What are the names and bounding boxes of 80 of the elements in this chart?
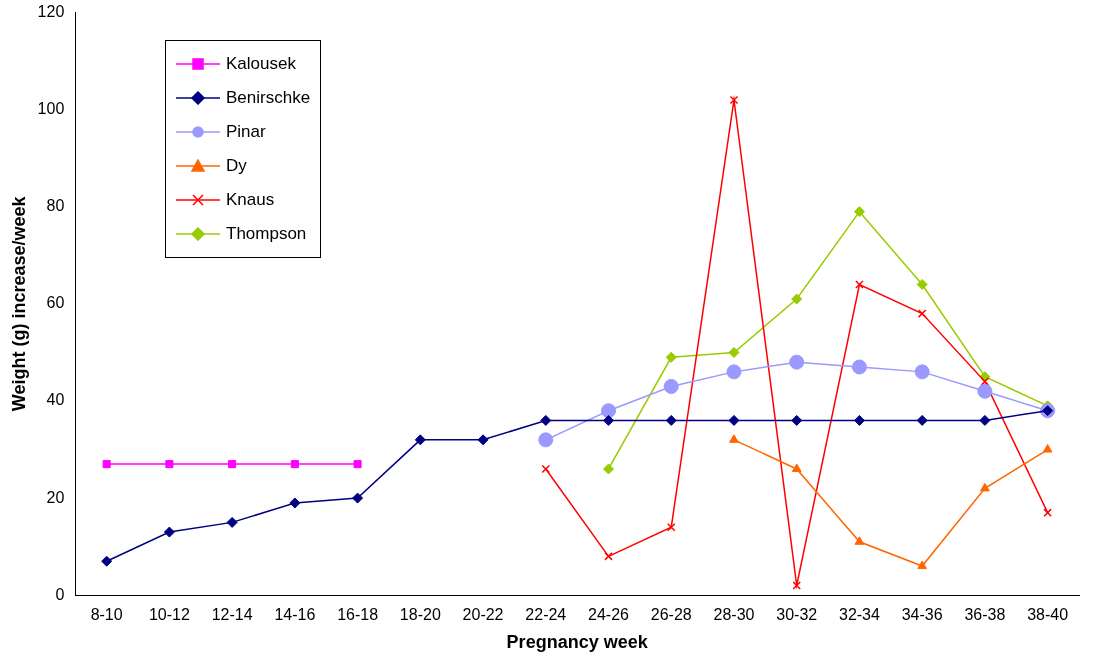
x-tick-label: 24-26 xyxy=(588,606,630,624)
point xyxy=(289,497,301,509)
point xyxy=(854,536,865,545)
point xyxy=(101,555,113,567)
point xyxy=(477,434,489,446)
y-tick-label: 0 xyxy=(55,585,65,603)
y-tick-label: 40 xyxy=(46,391,65,409)
point xyxy=(855,280,864,289)
legend-label: Thompson xyxy=(226,224,307,244)
point xyxy=(603,463,615,475)
point xyxy=(353,460,362,469)
point xyxy=(165,460,174,469)
x-tick-label: 18-20 xyxy=(399,606,441,624)
point xyxy=(980,377,990,386)
y-tick-label: 60 xyxy=(46,294,65,312)
point xyxy=(791,463,802,472)
point xyxy=(729,434,739,443)
x-tick-label: 34-36 xyxy=(901,606,943,624)
point xyxy=(290,460,299,469)
point xyxy=(540,414,552,426)
x-tick-label: 28-30 xyxy=(713,606,755,624)
legend-label: Pinar xyxy=(226,122,266,142)
point xyxy=(541,464,551,474)
y-tick-label: 20 xyxy=(46,488,65,506)
point xyxy=(916,414,928,426)
point xyxy=(726,364,742,380)
point xyxy=(601,403,617,419)
y-tick-label: 100 xyxy=(37,100,65,118)
point xyxy=(979,414,991,426)
point xyxy=(916,278,928,290)
x-tick-label: 38-40 xyxy=(1027,606,1069,624)
y-tick-label: 120 xyxy=(37,3,65,21)
point xyxy=(666,522,676,532)
point xyxy=(791,293,803,305)
x-axis-title: Pregnancy week xyxy=(506,632,649,653)
x-tick-label: 10-12 xyxy=(148,606,190,624)
x-tick-label: 26-28 xyxy=(650,606,692,624)
y-tick-label: 80 xyxy=(46,197,65,215)
point xyxy=(538,432,554,448)
x-tick-label: 30-32 xyxy=(776,606,818,624)
point xyxy=(980,482,990,492)
point xyxy=(665,414,677,426)
x-tick-label: 16-18 xyxy=(337,606,379,624)
point xyxy=(1043,508,1052,517)
x-tick-label: 20-22 xyxy=(462,606,504,624)
point xyxy=(604,552,613,561)
point xyxy=(352,492,364,504)
legend-label: Benirschke xyxy=(226,88,311,108)
point xyxy=(851,359,867,375)
point xyxy=(791,414,803,426)
point xyxy=(853,414,865,426)
point xyxy=(792,581,801,590)
point xyxy=(163,526,175,538)
point xyxy=(414,434,426,446)
point xyxy=(917,560,927,570)
point xyxy=(728,414,740,426)
x-tick-label: 14-16 xyxy=(274,606,316,624)
point xyxy=(789,354,805,370)
point xyxy=(728,346,740,358)
x-tick-label: 36-38 xyxy=(964,606,1006,624)
point xyxy=(729,95,739,105)
x-tick-label: 12-14 xyxy=(211,606,253,624)
point xyxy=(917,309,927,318)
legend-label: Dy xyxy=(226,156,247,176)
point xyxy=(853,206,865,218)
y-axis-title: Weight (g) increase/week xyxy=(8,195,29,412)
point xyxy=(914,364,930,380)
point xyxy=(665,351,677,363)
point xyxy=(226,516,238,528)
x-tick-label: 8-10 xyxy=(90,606,123,624)
point xyxy=(603,414,615,426)
point xyxy=(977,383,993,399)
point xyxy=(228,460,237,469)
point xyxy=(663,378,679,394)
point xyxy=(1042,444,1053,453)
legend-label: Knaus xyxy=(226,190,275,210)
point xyxy=(102,460,111,469)
x-tick-label: 32-34 xyxy=(838,606,880,624)
legend-label: Kalousek xyxy=(226,54,296,74)
x-tick-label: 22-24 xyxy=(525,606,567,624)
